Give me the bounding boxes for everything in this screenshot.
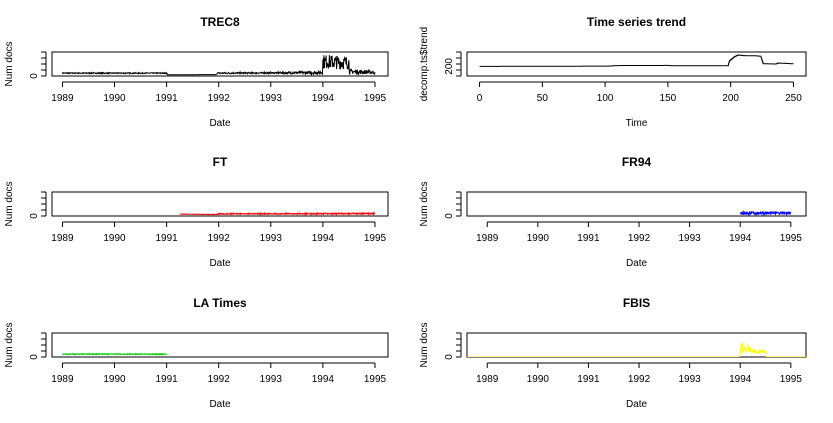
x-tick-label: 1990 [527, 374, 550, 385]
y-axis-label: decomp.ts$trend [419, 27, 430, 102]
x-tick-label: 1990 [527, 233, 550, 244]
plot-frame [466, 191, 807, 217]
y-tick-label: 0 [444, 354, 455, 360]
x-tick-label: 1992 [208, 93, 231, 104]
x-axis-label: Date [209, 399, 231, 410]
chart-title: TREC8 [200, 15, 240, 29]
x-tick-label: 1992 [208, 374, 231, 385]
y-axis-label: Num docs [4, 181, 15, 226]
x-tick-label: 1990 [103, 93, 126, 104]
x-tick-label: 1992 [628, 233, 651, 244]
chart-panel-1: TREC8 1989 1990 1991 1992 1993 1994 1995 Date 0 Nu… [4, 15, 389, 129]
y-axis-label: Num docs [419, 322, 430, 367]
chart-title: Time series trend [587, 15, 686, 29]
x-tick-label: 1989 [51, 233, 74, 244]
plot-frame [51, 191, 389, 217]
y-tick-label: 0 [29, 213, 40, 219]
x-tick-label: 1994 [312, 93, 335, 104]
x-tick-label: 1995 [780, 374, 803, 385]
series-line-1 [739, 209, 792, 216]
x-tick-label: 1993 [260, 93, 283, 104]
x-tick-label: 250 [785, 93, 802, 104]
y-tick-label: 0 [29, 354, 40, 360]
chart-title: LA Times [193, 296, 247, 310]
plot-frame [466, 51, 807, 77]
x-tick-label: 1994 [312, 374, 335, 385]
chart-panel-4: FR94 1989 1990 1991 1992 1993 1994 1995 Date 0 Num… [419, 155, 807, 269]
x-tick-label: 1992 [208, 233, 231, 244]
x-tick-label: 1990 [103, 374, 126, 385]
plot-frame [51, 332, 389, 358]
x-tick-label: 1992 [628, 374, 651, 385]
x-axis-label: Date [626, 258, 648, 269]
x-tick-label: 1995 [364, 374, 387, 385]
x-tick-label: 1991 [577, 233, 600, 244]
x-tick-label: 50 [537, 93, 549, 104]
x-tick-label: 1993 [679, 233, 702, 244]
x-tick-label: 1994 [729, 374, 752, 385]
chart-panel-5: LA Times 1989 1990 1991 1992 1993 1994 1995 Date… [4, 296, 389, 410]
plot-frame [466, 332, 807, 358]
x-axis-label: Date [626, 399, 648, 410]
y-axis-label: Num docs [4, 41, 15, 86]
series-line-1 [179, 211, 376, 216]
x-tick-label: 1993 [679, 374, 702, 385]
x-tick-label: 1993 [260, 233, 283, 244]
x-tick-label: 1995 [780, 233, 803, 244]
x-tick-label: 0 [477, 93, 483, 104]
series-line-1 [62, 352, 168, 356]
y-tick-label: 200 [444, 58, 455, 75]
chart-title: FBIS [623, 296, 650, 310]
x-tick-label: 1993 [260, 374, 283, 385]
y-axis-label: Num docs [4, 322, 15, 367]
x-tick-label: 1994 [312, 233, 335, 244]
x-tick-label: 1989 [476, 233, 499, 244]
x-tick-label: 1994 [729, 233, 752, 244]
series-line-1 [61, 55, 376, 76]
y-tick-label: 0 [444, 213, 455, 219]
x-tick-label: 1989 [51, 374, 74, 385]
x-tick-label: 1991 [577, 374, 600, 385]
chart-title: FT [213, 155, 228, 169]
chart-panel-2: Time series trend 0 50 100 150 200 250 Time 200 d… [419, 15, 807, 129]
chart-panel-3: FT 1989 1990 1991 1992 1993 1994 1995 Date 0 Num d… [4, 155, 389, 269]
x-tick-label: 1989 [476, 374, 499, 385]
x-tick-label: 1990 [103, 233, 126, 244]
x-axis-label: Date [209, 118, 231, 129]
x-tick-label: 1991 [155, 374, 178, 385]
chart-panel-6: FBIS 1989 1990 1991 1992 1993 1994 1995 Date 0 Num… [419, 296, 807, 410]
y-tick-label: 0 [29, 73, 40, 79]
x-tick-label: 150 [660, 93, 677, 104]
x-tick-label: 1991 [155, 233, 178, 244]
plot-frame [51, 51, 389, 77]
series-line-1 [467, 342, 806, 357]
x-axis-label: Date [209, 258, 231, 269]
x-tick-label: 100 [597, 93, 614, 104]
x-tick-label: 200 [722, 93, 739, 104]
x-tick-label: 1989 [51, 93, 74, 104]
chart-title: FR94 [622, 155, 652, 169]
x-axis-label: Time [626, 118, 648, 129]
x-tick-label: 1995 [364, 93, 387, 104]
series-line-1 [479, 54, 794, 67]
x-tick-label: 1991 [155, 93, 178, 104]
x-tick-label: 1995 [364, 233, 387, 244]
y-axis-label: Num docs [419, 181, 430, 226]
